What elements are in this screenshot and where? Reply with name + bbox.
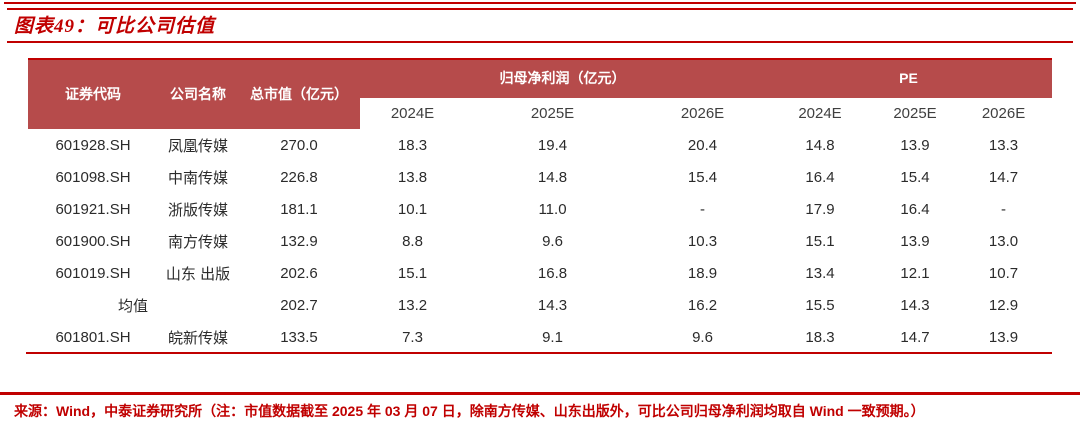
figure-title: 图表49：可比公司估值 [14,16,216,37]
cell-code: 601801.SH [55,328,131,346]
cell-pe-2026e: 12.9 [988,296,1019,314]
table-row: 601928.SH 凤凰传媒 270.0 18.3 19.4 20.4 14.8… [28,129,1052,161]
cell-np-2026e: 16.2 [687,296,718,314]
cell-market-cap: 202.6 [280,264,318,282]
cell-np-2024e: 15.1 [397,264,428,282]
cell-np-2024e: 10.1 [397,200,428,218]
cell-pe-2026e: 10.7 [988,264,1019,282]
cell-np-2026e: 15.4 [687,168,718,186]
cell-market-cap: 181.1 [280,200,318,218]
subheader-np-2026e: 2026E [640,98,765,129]
cell-company: 山东 出版 [165,265,231,283]
header-pe-group: PE [765,58,1053,98]
cell-mean-label: 均值 [117,297,148,315]
header-company: 公司名称 [158,58,238,129]
cell-code: 601900.SH [55,232,131,250]
header-net-profit-group: 归母净利润（亿元） [360,58,765,98]
subheader-pe-2025e: 2025E [875,98,955,129]
cell-np-2025e: 14.3 [537,296,568,314]
cell-pe-2024e: 18.3 [805,328,835,346]
cell-code: 601019.SH [55,264,131,282]
top-rule-inner [7,8,1073,10]
cell-company: 浙版传媒 [167,201,228,219]
comparable-valuation-table: 证券代码 公司名称 总市值（亿元） 归母净利润（亿元） PE 2024E 202… [28,58,1053,353]
cell-np-2024e: 8.8 [402,232,423,250]
cell-pe-2026e: 13.0 [988,232,1019,250]
cell-np-2025e: 16.8 [537,264,568,282]
table-bottom-rule [26,352,1052,354]
subheader-np-2024e: 2024E [360,98,465,129]
cell-code: 601098.SH [55,168,131,186]
source-note: 来源：Wind，中泰证券研究所（注：市值数据截至 2025 年 03 月 07 … [14,403,925,419]
header-sub-row: 2024E 2025E 2026E 2024E 2025E 2026E [28,98,1053,129]
cell-market-cap: 202.7 [280,296,318,314]
table-row: 601019.SH 山东 出版 202.6 15.1 16.8 18.9 13.… [28,257,1052,289]
subheader-pe-2026e: 2026E [955,98,1053,129]
cell-np-2024e: 13.8 [397,168,428,186]
cell-pe-2025e: 12.1 [900,264,930,282]
cell-company: 南方传媒 [167,233,228,251]
table-row-mean: 均值 202.7 13.2 14.3 16.2 15.5 14.3 12.9 [28,289,1052,321]
header-group-row: 证券代码 公司名称 总市值（亿元） 归母净利润（亿元） PE [28,58,1053,129]
cell-pe-2026e: - [1001,200,1007,218]
cell-pe-2026e: 14.7 [988,168,1019,186]
cell-np-2026e: 20.4 [687,136,718,154]
cell-code: 601921.SH [55,200,131,218]
table-row: 601801.SH 皖新传媒 133.5 7.3 9.1 9.6 18.3 14… [28,321,1052,353]
cell-np-2025e: 19.4 [537,136,568,154]
cell-pe-2026e: 13.9 [988,328,1019,346]
cell-np-2026e: 10.3 [687,232,718,250]
cell-market-cap: 226.8 [280,168,318,186]
cell-pe-2025e: 15.4 [900,168,930,186]
cell-np-2025e: 9.6 [542,232,563,250]
table-row: 601098.SH 中南传媒 226.8 13.8 14.8 15.4 16.4… [28,161,1052,193]
header-code: 证券代码 [28,58,158,129]
cell-np-2025e: 11.0 [538,200,567,218]
footer-separator-rule [0,392,1080,395]
cell-np-2025e: 14.8 [537,168,568,186]
cell-pe-2024e: 17.9 [805,200,835,218]
cell-pe-2025e: 13.9 [900,232,930,250]
cell-company: 中南传媒 [167,169,228,187]
subheader-pe-2024e: 2024E [765,98,875,129]
cell-pe-2024e: 16.4 [805,168,835,186]
cell-pe-2025e: 13.9 [900,136,930,154]
cell-market-cap: 133.5 [280,328,318,346]
cell-company: 皖新传媒 [167,329,228,347]
cell-pe-2024e: 14.8 [805,136,835,154]
cell-pe-2024e: 13.4 [805,264,835,282]
cell-np-2026e: - [700,200,705,218]
cell-np-2024e: 13.2 [397,296,428,314]
cell-pe-2024e: 15.5 [805,296,835,314]
cell-np-2026e: 9.6 [692,328,713,346]
cell-pe-2024e: 15.1 [805,232,835,250]
cell-code: 601928.SH [55,136,131,154]
cell-np-2024e: 18.3 [397,136,428,154]
cell-pe-2025e: 14.3 [900,296,930,314]
cell-np-2024e: 7.3 [402,328,423,346]
cell-np-2025e: 9.1 [542,328,563,346]
cell-company: 凤凰传媒 [167,137,228,155]
title-underline-rule [7,41,1073,43]
cell-market-cap: 270.0 [280,136,318,154]
subheader-np-2025e: 2025E [465,98,640,129]
cell-pe-2025e: 16.4 [900,200,930,218]
cell-market-cap: 132.9 [280,232,318,250]
header-market-cap: 总市值（亿元） [238,58,360,129]
table-row: 601921.SH 浙版传媒 181.1 10.1 11.0 - 17.9 16… [28,193,1052,225]
top-rule-outer [4,2,1076,4]
cell-pe-2025e: 14.7 [900,328,930,346]
cell-pe-2026e: 13.3 [988,136,1019,154]
table-row: 601900.SH 南方传媒 132.9 8.8 9.6 10.3 15.1 1… [28,225,1052,257]
cell-np-2026e: 18.9 [687,264,718,282]
